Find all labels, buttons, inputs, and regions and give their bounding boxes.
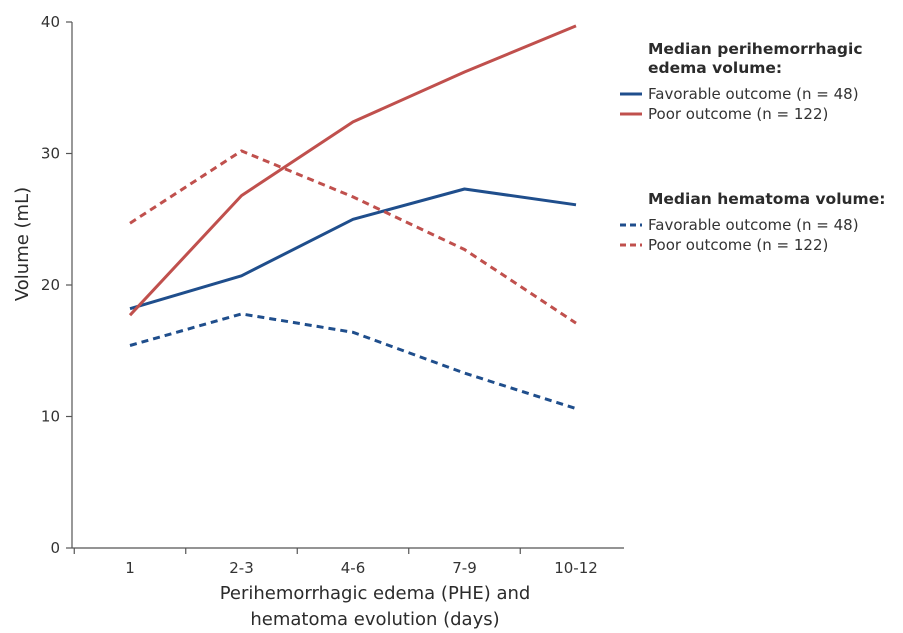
- legend-item-hematoma-poor: Poor outcome (n = 122): [620, 235, 903, 255]
- x-axis-title-line-2: hematoma evolution (days): [250, 609, 499, 630]
- legend-item-edema-favorable: Favorable outcome (n = 48): [620, 84, 903, 104]
- legend-title-edema-line-2: edema volume:: [648, 59, 783, 77]
- x-tick-label: 10-12: [554, 559, 598, 577]
- legend-label: Favorable outcome (n = 48): [648, 85, 859, 103]
- x-tick-label: 2-3: [229, 559, 254, 577]
- legend-label: Poor outcome (n = 122): [648, 236, 829, 254]
- y-axis-title: Volume (mL): [12, 187, 33, 301]
- y-tick-label: 40: [41, 13, 60, 31]
- x-tick-label: 1: [125, 559, 135, 577]
- legend-title-edema: Median perihemorrhagic edema volume:: [620, 40, 903, 78]
- legend-swatch-solid-red: [620, 109, 642, 119]
- series-layer: [128, 24, 577, 411]
- legend-swatch-line: [620, 243, 642, 247]
- legend-title-hematoma-line-1: Median hematoma volume:: [648, 190, 886, 208]
- series-line-hematoma-poor: [129, 149, 577, 325]
- series-line-edema-favorable: [129, 187, 577, 311]
- y-tick-label: 0: [50, 539, 60, 557]
- legend-title-hematoma: Median hematoma volume:: [620, 190, 903, 209]
- x-tick-label: 7-9: [452, 559, 477, 577]
- series-line-edema-poor: [128, 24, 577, 317]
- legend-group-hematoma: Median hematoma volume: Favorable outcom…: [620, 190, 903, 255]
- legend-swatch-dashed-red: [620, 240, 642, 250]
- legend-swatch-solid-blue: [620, 89, 642, 99]
- legend-title-edema-line-1: Median perihemorrhagic: [648, 40, 863, 58]
- y-tick-label: 30: [41, 145, 60, 163]
- axes: 0 10 20 30 40 1 2-3 4-6 7-9 10-12: [41, 13, 624, 577]
- y-tick-label: 10: [41, 408, 60, 426]
- legend-item-hematoma-favorable: Favorable outcome (n = 48): [620, 215, 903, 235]
- legend-swatch-line: [620, 112, 642, 116]
- legend-swatch-line: [620, 223, 642, 227]
- legend-label: Favorable outcome (n = 48): [648, 216, 859, 234]
- legend-group-edema: Median perihemorrhagic edema volume: Fav…: [620, 40, 903, 124]
- legend-item-edema-poor: Poor outcome (n = 122): [620, 104, 903, 124]
- legend-label: Poor outcome (n = 122): [648, 105, 829, 123]
- legend-swatch-dashed-blue: [620, 220, 642, 230]
- x-tick-label: 4-6: [341, 559, 366, 577]
- series-line-hematoma-favorable: [129, 312, 577, 411]
- x-axis-title-line-1: Perihemorrhagic edema (PHE) and: [220, 583, 531, 604]
- y-tick-label: 20: [41, 276, 60, 294]
- legend-swatch-line: [620, 92, 642, 96]
